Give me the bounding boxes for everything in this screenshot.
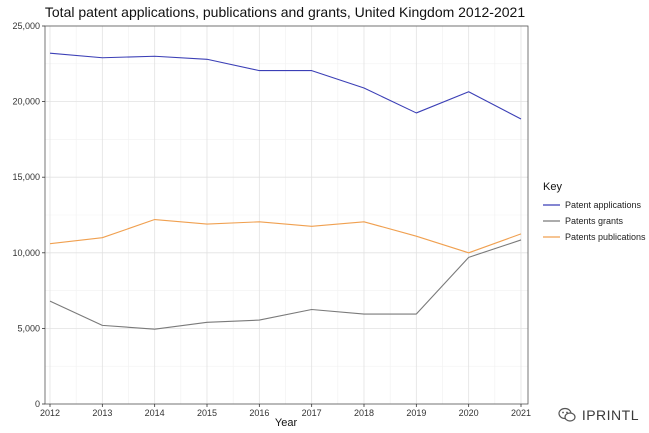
x-tick-label: 2012 [40, 408, 60, 418]
wechat-icon [558, 407, 576, 422]
legend-title: Key [543, 181, 562, 193]
x-tick-label: 2016 [249, 408, 269, 418]
legend-label: Patents grants [565, 216, 624, 226]
series-lines [49, 52, 522, 330]
x-tick-label: 2013 [92, 408, 112, 418]
series-line [49, 239, 522, 330]
legend-label: Patents publications [565, 232, 646, 242]
chart-title: Total patent applications, publications … [45, 4, 525, 20]
legend-label: Patent applications [565, 200, 642, 210]
x-tick-label: 2015 [197, 408, 217, 418]
y-tick-label: 0 [35, 399, 40, 409]
y-tick-label: 25,000 [12, 21, 40, 31]
series-line [49, 218, 522, 254]
y-tick-label: 20,000 [12, 97, 40, 107]
x-tick-label: 2017 [302, 408, 322, 418]
series-line [49, 52, 522, 120]
plot-border [44, 25, 529, 405]
y-tick-label: 10,000 [12, 248, 40, 258]
x-tick-label: 2020 [459, 408, 479, 418]
x-axis-label: Year [275, 417, 298, 429]
x-tick-label: 2014 [145, 408, 165, 418]
watermark-text: IPRINTL [581, 407, 639, 423]
x-tick-label: 2021 [511, 408, 531, 418]
y-axis: 0 5,000 10,000 15,000 20,000 25,000 [12, 21, 45, 409]
y-tick-label: 15,000 [12, 172, 40, 182]
x-tick-label: 2019 [406, 408, 426, 418]
x-tick-label: 2018 [354, 408, 374, 418]
y-tick-label: 5,000 [17, 323, 40, 333]
legend: Key Patent applications Patents grants Pat… [543, 181, 646, 242]
chart-grid [45, 25, 528, 405]
x-axis: 2012 2013 2014 2015 2016 2017 2018 2019 2020 2021 [40, 404, 531, 418]
watermark: IPRINTL [558, 407, 639, 423]
